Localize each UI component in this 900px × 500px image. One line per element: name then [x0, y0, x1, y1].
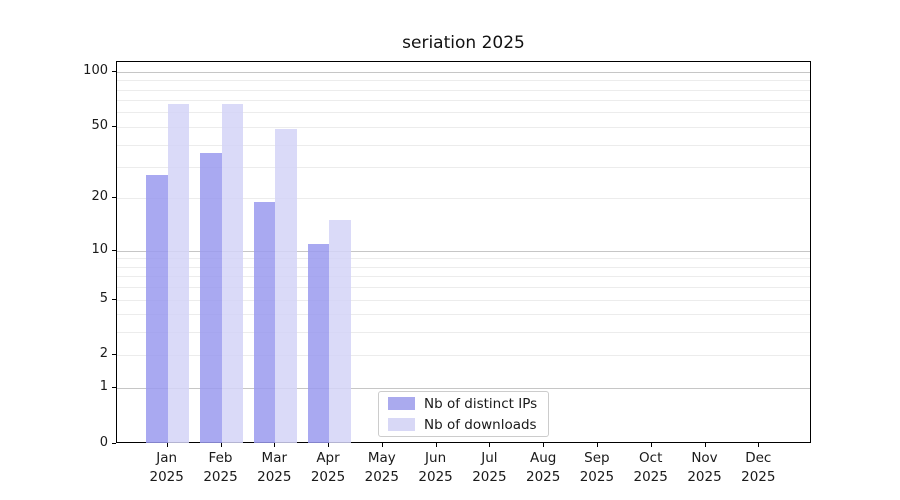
- x-tick-mark: [381, 443, 383, 447]
- x-tick-label: Jan 2025: [149, 450, 184, 485]
- y-tick-mark: [112, 197, 116, 199]
- bar-ips-jan: [146, 175, 168, 443]
- x-tick-label: Jul 2025: [472, 450, 507, 485]
- y-tick-mark: [112, 354, 116, 356]
- gridline-minor: [117, 167, 810, 168]
- bar-downloads-feb: [221, 103, 243, 443]
- legend-item-distinct-ips: Nb of distinct IPs: [388, 396, 548, 412]
- x-tick-label: Apr 2025: [310, 450, 346, 485]
- y-tick-label: 10: [91, 241, 108, 257]
- y-tick-mark: [112, 249, 116, 251]
- y-tick-mark: [112, 125, 116, 127]
- legend-item-downloads: Nb of downloads: [388, 417, 548, 433]
- gridline-minor: [117, 100, 810, 102]
- gridline-minor: [117, 89, 810, 91]
- x-tick-mark: [220, 443, 222, 447]
- x-tick-mark: [758, 443, 760, 447]
- x-tick-mark: [435, 443, 437, 447]
- gridline-minor: [117, 314, 810, 316]
- y-tick-mark: [112, 298, 116, 300]
- x-tick-label: Nov 2025: [687, 450, 722, 485]
- x-tick-label: Sep 2025: [579, 450, 615, 485]
- x-tick-label: May 2025: [364, 450, 399, 485]
- legend-swatch-downloads-icon: [388, 418, 415, 431]
- y-tick-label: 100: [83, 62, 108, 78]
- x-tick-label: Dec 2025: [741, 450, 776, 485]
- gridline-decade: [117, 71, 810, 73]
- y-tick-label: 1: [99, 379, 108, 395]
- gridline-minor: [117, 144, 810, 146]
- y-tick-mark: [112, 387, 116, 389]
- x-tick-mark: [596, 443, 598, 447]
- gridline-minor: [117, 355, 810, 357]
- y-tick-mark: [112, 70, 116, 72]
- bar-ips-apr: [307, 243, 329, 443]
- y-tick-label: 20: [91, 189, 108, 205]
- y-tick-mark: [112, 443, 116, 444]
- legend-swatch-ips-icon: [388, 397, 415, 410]
- y-tick-label: 0: [99, 435, 108, 450]
- gridline-minor: [117, 198, 810, 200]
- gridline-minor: [117, 332, 810, 334]
- plot-area: Nb of distinct IPs Nb of downloads: [116, 61, 811, 443]
- chart-title: seriation 2025: [402, 33, 525, 53]
- gridline-minor: [117, 276, 810, 278]
- legend: Nb of distinct IPs Nb of downloads: [378, 391, 549, 437]
- x-tick-mark: [489, 443, 491, 447]
- x-tick-label: Jun 2025: [418, 450, 453, 485]
- x-tick-label: Aug 2025: [526, 450, 561, 485]
- bar-downloads-apr: [329, 220, 351, 443]
- legend-label-downloads: Nb of downloads: [424, 416, 537, 433]
- x-tick-label: Mar 2025: [257, 450, 292, 485]
- x-tick-mark: [704, 443, 706, 447]
- gridline-minor: [117, 112, 810, 114]
- bar-downloads-jan: [167, 103, 190, 443]
- gridline-minor: [117, 287, 810, 289]
- gridline-decade: [117, 250, 810, 252]
- x-tick-mark: [166, 443, 168, 447]
- x-tick-label: Oct 2025: [633, 450, 668, 485]
- gridline-minor: [117, 258, 810, 260]
- gridline-minor: [117, 299, 810, 301]
- x-tick-mark: [274, 443, 276, 447]
- x-tick-label: Feb 2025: [203, 450, 238, 485]
- y-tick-label: 50: [91, 117, 108, 133]
- gridline-minor: [117, 266, 810, 268]
- y-tick-label: 5: [99, 290, 108, 306]
- gridline-minor: [117, 126, 810, 128]
- bar-ips-mar: [253, 202, 276, 443]
- gridline-minor: [117, 80, 810, 82]
- legend-label-distinct-ips: Nb of distinct IPs: [424, 395, 538, 412]
- bar-ips-feb: [200, 152, 222, 443]
- gridline-decade: [117, 388, 810, 390]
- x-tick-mark: [650, 443, 652, 447]
- x-tick-mark: [543, 443, 545, 447]
- y-tick-label: 2: [99, 346, 108, 362]
- x-tick-mark: [328, 443, 329, 447]
- bar-downloads-mar: [275, 128, 297, 443]
